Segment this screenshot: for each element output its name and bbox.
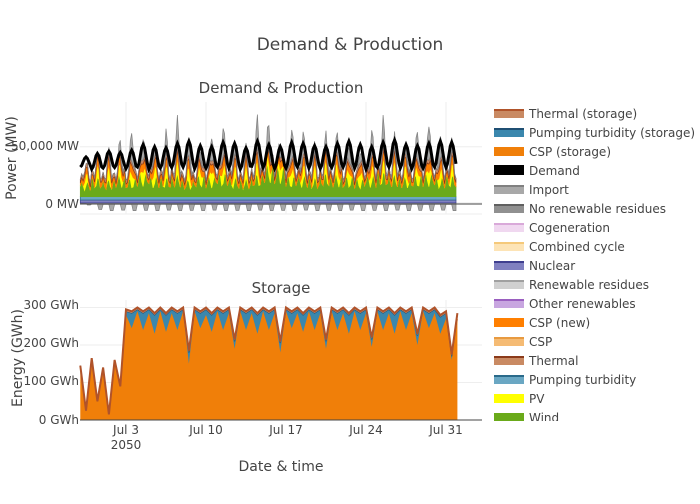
legend-swatch — [494, 224, 524, 232]
legend-swatch — [494, 110, 524, 118]
legend-swatch — [494, 338, 524, 346]
legend-item-thermal-storage[interactable]: Thermal (storage) — [494, 107, 637, 121]
legend-label: Import — [529, 183, 569, 197]
storage-area-csp-storage- — [80, 311, 458, 420]
legend-label: Combined cycle — [529, 240, 625, 254]
legend-label: CSP (new) — [529, 316, 590, 330]
storage-line-thermal-storage- — [79, 305, 459, 415]
x-axis-title: Date & time — [239, 459, 324, 475]
x-tick-year: 2050 — [111, 438, 142, 452]
legend-label: Pumping turbidity (storage) — [529, 126, 695, 140]
area-pumping-turbidity — [79, 196, 457, 201]
bottom-y-tick-0: 0 GWh — [39, 413, 79, 427]
top-y-tick-0: 0 MW — [45, 197, 79, 211]
legend-swatch — [494, 319, 524, 327]
legend-label: Thermal (storage) — [528, 107, 637, 121]
legend-swatch — [494, 186, 524, 194]
legend-swatch — [494, 129, 524, 137]
legend-label: No renewable residues — [529, 202, 666, 216]
x-tick-jul-17: Jul 17 — [268, 423, 303, 437]
legend-item-csp[interactable]: CSP — [494, 335, 552, 349]
legend-item-nuclear[interactable]: Nuclear — [494, 259, 575, 273]
legend-item-pv[interactable]: PV — [494, 392, 545, 406]
legend-label: Wind — [529, 411, 559, 425]
top-panel-title: Demand & Production — [199, 79, 364, 97]
legend-label: CSP (storage) — [529, 145, 611, 159]
legend-item-pumping-turbidity[interactable]: Pumping turbidity — [494, 373, 636, 387]
legend-label: Thermal — [528, 354, 578, 368]
top-y-tick-50000: 50,000 MW — [11, 139, 79, 153]
legend-label: Cogeneration — [529, 221, 610, 235]
x-tick-jul-31: Jul 31 — [428, 423, 463, 437]
area-nuclear — [79, 199, 457, 204]
bottom-panel-title: Storage — [252, 279, 311, 297]
x-axis: Jul 3 Jul 10 Jul 17 Jul 24 Jul 31 2050 D… — [111, 423, 463, 475]
legend-item-wind[interactable]: Wind — [494, 411, 559, 425]
legend-item-csp-storage[interactable]: CSP (storage) — [494, 145, 611, 159]
legend-label: Other renewables — [529, 297, 636, 311]
legend-item-import[interactable]: Import — [494, 183, 569, 197]
legend-label: Pumping turbidity — [529, 373, 636, 387]
top-plot-area[interactable] — [79, 114, 458, 211]
legend-swatch — [494, 414, 524, 421]
legend-item-cogeneration[interactable]: Cogeneration — [494, 221, 610, 235]
legend-item-other-renewables[interactable]: Other renewables — [494, 297, 636, 311]
demand-line — [79, 135, 458, 174]
legend-label: CSP — [529, 335, 552, 349]
x-tick-jul-3: Jul 3 — [112, 423, 139, 437]
legend-label: Renewable residues — [529, 278, 649, 292]
legend-item-csp-new[interactable]: CSP (new) — [494, 316, 590, 330]
bottom-plot-area[interactable] — [79, 305, 459, 421]
x-tick-jul-10: Jul 10 — [188, 423, 223, 437]
storage-panel: Storage 300 GWh 200 GWh 100 GWh 0 GWh En… — [10, 279, 482, 427]
legend-swatch — [494, 148, 524, 156]
legend-label: PV — [529, 392, 545, 406]
legend-swatch — [494, 167, 524, 175]
bottom-y-tick-100: 100 GWh — [24, 374, 80, 388]
bottom-y-tick-300: 300 GWh — [24, 298, 80, 312]
legend-swatch — [494, 243, 524, 251]
legend-swatch — [494, 376, 524, 384]
legend[interactable]: Thermal (storage) Pumping turbidity (stor… — [494, 107, 695, 425]
x-tick-jul-24: Jul 24 — [348, 423, 383, 437]
legend-item-demand[interactable]: Demand — [494, 164, 580, 178]
legend-label: Demand — [529, 164, 580, 178]
legend-item-thermal[interactable]: Thermal — [494, 354, 578, 368]
legend-label: Nuclear — [529, 259, 575, 273]
legend-swatch — [494, 262, 524, 270]
legend-item-no-renewable-residues[interactable]: No renewable residues — [494, 202, 666, 216]
legend-swatch — [494, 300, 524, 308]
legend-item-renewable-residues[interactable]: Renewable residues — [494, 278, 649, 292]
bottom-y-tick-200: 200 GWh — [24, 336, 80, 350]
demand-production-panel: Demand & Production 50,000 MW 0 MW Power… — [4, 79, 482, 215]
legend-item-combined-cycle[interactable]: Combined cycle — [494, 240, 625, 254]
bottom-y-axis-title: Energy (GWh) — [10, 309, 26, 407]
legend-item-pumping-turbidity-storage[interactable]: Pumping turbidity (storage) — [494, 126, 695, 140]
top-y-axis-title: Power (MW) — [4, 116, 20, 200]
legend-swatch — [494, 395, 524, 403]
legend-swatch — [494, 205, 524, 213]
legend-swatch — [494, 357, 524, 365]
figure-title: Demand & Production — [257, 35, 444, 55]
legend-swatch — [494, 281, 524, 289]
